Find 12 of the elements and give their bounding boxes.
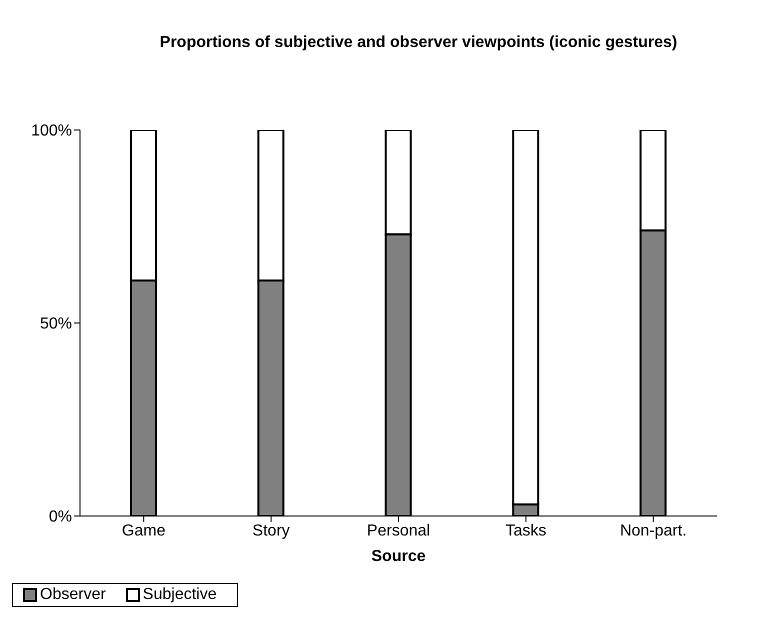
x-tick-label: Tasks (505, 522, 546, 540)
y-tick-label: 100% (31, 122, 72, 140)
x-tick-label: Game (122, 522, 166, 540)
x-tick-label: Story (252, 522, 290, 540)
x-tick-label: Personal (366, 522, 430, 540)
chart-title: Proportions of subjective and observer viewpoints (iconic gestures) (158, 34, 678, 52)
x-axis-title: Source (370, 548, 427, 566)
legend-label: Subjective (142, 586, 217, 604)
x-tick-label: Non-part. (620, 522, 687, 540)
y-tick-label: 0% (48, 508, 72, 526)
y-tick-label: 50% (40, 316, 72, 333)
legend-label: Observer (39, 586, 106, 604)
